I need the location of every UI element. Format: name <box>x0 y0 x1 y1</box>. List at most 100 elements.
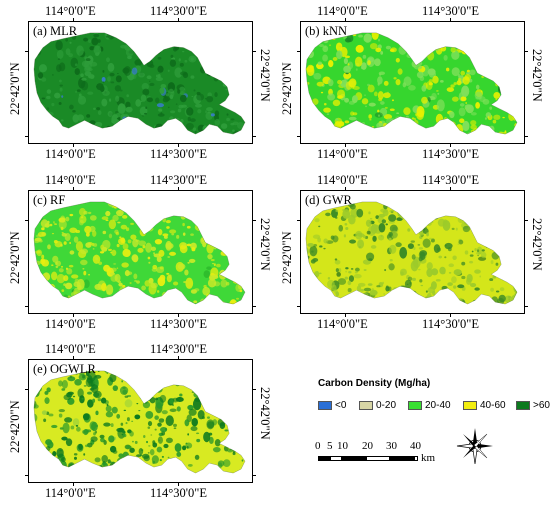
tick <box>25 51 28 52</box>
legend: Carbon Density (Mg/ha) <0 0-20 20-40 40-… <box>318 378 550 428</box>
tick <box>25 220 28 221</box>
raster-map <box>33 32 246 135</box>
region-fill <box>33 32 246 135</box>
legend-label: 40-60 <box>480 400 506 411</box>
tick <box>253 389 256 390</box>
longitude-label: 114°0'0"E <box>45 147 96 161</box>
longitude-label: 114°30'0"E <box>422 147 480 161</box>
tick <box>178 356 179 359</box>
scale-segment <box>390 456 414 461</box>
tick <box>253 220 256 221</box>
tick <box>450 18 451 21</box>
legend-swatch <box>408 401 422 410</box>
longitude-label: 114°30'0"E <box>422 317 480 331</box>
tick <box>25 389 28 390</box>
tick <box>178 18 179 21</box>
longitude-label: 114°30'0"E <box>422 4 480 18</box>
tick <box>73 144 74 147</box>
latitude-label: 22°42'0"N <box>530 48 544 102</box>
legend-swatch <box>318 401 332 410</box>
panel-label: (d) GWR <box>305 193 352 207</box>
tick <box>73 18 74 21</box>
longitude-label: 114°30'0"E <box>422 173 480 187</box>
legend-swatch <box>359 401 373 410</box>
longitude-label: 114°30'0"E <box>150 147 208 161</box>
raster-map <box>305 32 518 135</box>
latitude-label: 22°42'0"N <box>8 231 22 284</box>
longitude-label: 114°30'0"E <box>150 486 208 500</box>
tick <box>178 187 179 190</box>
longitude-label: 114°30'0"E <box>150 4 208 18</box>
tick <box>297 136 300 137</box>
legend-label: >60 <box>533 400 550 411</box>
scale-tick-label: 10 <box>337 440 348 452</box>
longitude-label: 114°0'0"E <box>45 173 96 187</box>
latitude-label: 22°42'0"N <box>8 400 22 453</box>
longitude-label: 114°0'0"E <box>45 4 96 18</box>
scale-unit: km <box>421 452 436 464</box>
scale-segment <box>318 456 330 461</box>
scale-segment <box>342 456 366 461</box>
tick <box>345 144 346 147</box>
tick <box>253 136 256 137</box>
tick <box>450 187 451 190</box>
tick <box>73 314 74 317</box>
tick <box>450 144 451 147</box>
tick <box>178 483 179 486</box>
north-arrow-icon <box>456 428 493 465</box>
panel-label: (b) kNN <box>305 24 348 38</box>
tick <box>525 51 528 52</box>
region-fill <box>33 370 246 474</box>
raster-map <box>33 201 246 305</box>
scale-tick-label: 40 <box>410 440 421 452</box>
tick <box>525 306 528 307</box>
tick <box>25 306 28 307</box>
scale-segment <box>330 456 342 461</box>
map-frame: (b) kNN <box>300 21 525 144</box>
map-frame: (a) MLR <box>28 21 253 144</box>
raster-map <box>305 201 518 305</box>
panel-label: (e) OGWLR <box>33 362 96 376</box>
legend-label: 0-20 <box>376 400 397 411</box>
latitude-label: 22°42'0"N <box>8 61 22 115</box>
panel-label: (c) RF <box>33 193 66 207</box>
legend-label: 20-40 <box>425 400 451 411</box>
tick <box>345 187 346 190</box>
longitude-label: 114°0'0"E <box>317 147 368 161</box>
tick <box>525 220 528 221</box>
tick <box>253 51 256 52</box>
longitude-label: 114°0'0"E <box>45 317 96 331</box>
tick <box>525 136 528 137</box>
scale-tick-label: 30 <box>386 440 397 452</box>
legend-title: Carbon Density (Mg/ha) <box>318 378 431 389</box>
longitude-label: 114°30'0"E <box>150 317 208 331</box>
longitude-label: 114°0'0"E <box>317 173 368 187</box>
latitude-label: 22°42'0"N <box>258 218 272 271</box>
map-frame: (c) RF <box>28 190 253 314</box>
longitude-label: 114°0'0"E <box>45 486 96 500</box>
latitude-label: 22°42'0"N <box>258 387 272 440</box>
tick <box>73 187 74 190</box>
scale-tick-label: 0 <box>315 440 321 452</box>
longitude-label: 114°30'0"E <box>150 342 208 356</box>
legend-swatch <box>516 401 530 410</box>
tick <box>345 314 346 317</box>
tick <box>73 356 74 359</box>
tick <box>297 306 300 307</box>
latitude-label: 22°42'0"N <box>258 48 272 102</box>
raster-map <box>33 370 246 474</box>
scale-segment <box>414 456 418 461</box>
scale-tick-label: 20 <box>362 440 373 452</box>
longitude-label: 114°0'0"E <box>45 342 96 356</box>
tick <box>25 136 28 137</box>
tick <box>25 475 28 476</box>
latitude-label: 22°42'0"N <box>530 218 544 271</box>
tick <box>73 483 74 486</box>
legend-swatch <box>463 401 477 410</box>
tick <box>297 51 300 52</box>
panel-label: (a) MLR <box>33 24 78 38</box>
legend-label: <0 <box>335 400 347 411</box>
tick <box>450 314 451 317</box>
tick <box>345 18 346 21</box>
scale-segment <box>366 456 390 461</box>
